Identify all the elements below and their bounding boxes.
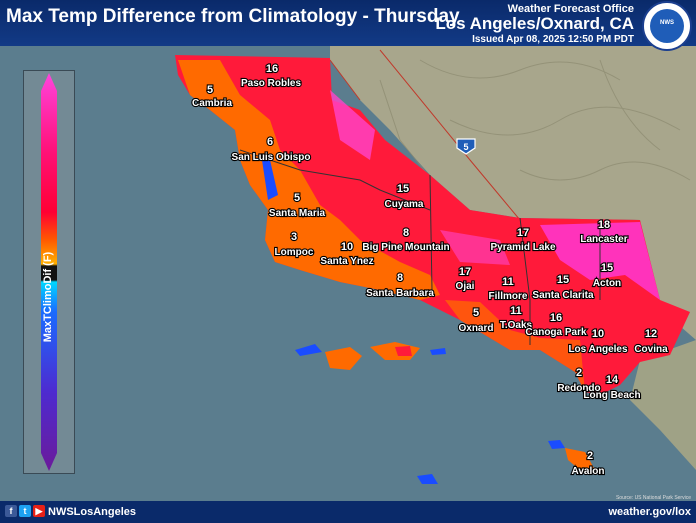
city-name: Cambria — [192, 98, 232, 109]
temp-diff-value: 8 — [403, 227, 409, 239]
header-bar: Max Temp Difference from Climatology - T… — [0, 0, 696, 51]
temp-diff-value: 2 — [576, 367, 582, 379]
city-name: Big Pine Mountain — [362, 242, 449, 253]
map-title: Max Temp Difference from Climatology - T… — [6, 6, 460, 27]
city-name: Covina — [634, 344, 668, 355]
temp-diff-value: 5 — [294, 192, 300, 204]
temp-diff-value: 10 — [592, 328, 604, 340]
temp-diff-value: 3 — [291, 231, 297, 243]
temp-diff-value: 15 — [557, 274, 569, 286]
city-name: Avalon — [572, 466, 605, 477]
city-name: Acton — [593, 278, 621, 289]
hot-spot-north — [330, 90, 375, 160]
hot-spot-mountains — [440, 230, 510, 265]
legend-colorbar — [41, 73, 57, 471]
city-name: Fillmore — [489, 291, 528, 302]
temp-diff-value: 11 — [502, 276, 514, 288]
temp-diff-value: 6 — [267, 136, 273, 148]
city-name: Long Beach — [583, 390, 640, 401]
color-legend: MaxTClimoDif (F) — [23, 70, 75, 474]
temp-diff-value: 16 — [550, 312, 562, 324]
twitter-icon[interactable]: t — [19, 505, 31, 517]
forecast-area — [175, 55, 690, 395]
coastal-band — [178, 60, 440, 300]
city-name: Santa Barbara — [366, 288, 434, 299]
city-name: Ojai — [456, 281, 475, 292]
svg-text:5: 5 — [463, 142, 468, 152]
coastal-band-east — [445, 300, 585, 392]
city-name: Lancaster — [580, 234, 627, 245]
footer-bar: f t ▶ NWSLosAngeles weather.gov/lox — [0, 501, 696, 523]
temp-diff-value: 15 — [601, 262, 613, 274]
city-name: Cuyama — [385, 199, 424, 210]
youtube-icon[interactable]: ▶ — [33, 505, 45, 517]
facebook-icon[interactable]: f — [5, 505, 17, 517]
city-name: Los Angeles — [568, 344, 628, 355]
city-name: Canoga Park — [525, 327, 587, 338]
temp-diff-value: 16 — [266, 63, 278, 75]
nws-logo: NWS — [642, 1, 692, 51]
city-name: San Luis Obispo — [232, 152, 311, 163]
office-label: Weather Forecast Office — [507, 3, 634, 15]
cool-coast — [262, 160, 278, 200]
website-link[interactable]: weather.gov/lox — [608, 506, 691, 518]
temp-diff-value: 17 — [517, 227, 529, 239]
forecast-map: 5 16 Paso Robles 5 Cambria 6 San Luis Obispo 1… — [0, 46, 696, 501]
temp-diff-value: 14 — [606, 374, 619, 386]
temp-diff-value: 18 — [598, 219, 610, 231]
social-handle[interactable]: NWSLosAngeles — [48, 506, 137, 518]
channel-islands — [295, 342, 595, 484]
source-credit: Source: US National Park Service — [615, 495, 691, 501]
temp-diff-value: 10 — [341, 241, 353, 253]
city-name: Pyramid Lake — [490, 242, 555, 253]
city-name: Santa Clarita — [532, 290, 594, 301]
city-name: T.Oaks — [500, 320, 533, 331]
temp-diff-value: 11 — [510, 305, 522, 317]
temp-diff-value: 5 — [207, 84, 213, 96]
temp-diff-value: 2 — [587, 450, 593, 462]
city-name: Paso Robles — [241, 78, 301, 89]
temp-diff-value: 8 — [397, 272, 403, 284]
highways — [329, 49, 521, 221]
temp-diff-value: 12 — [645, 328, 657, 340]
temp-diff-value: 17 — [459, 266, 471, 278]
city-name: Santa Ynez — [320, 256, 373, 267]
interstate-shield: 5 — [456, 138, 476, 155]
city-name: Lompoc — [275, 247, 314, 258]
city-name: Santa Maria — [269, 208, 326, 219]
legend-label: MaxTClimoDif (F) — [42, 251, 54, 343]
temp-diff-value: 15 — [397, 183, 409, 195]
terrain-land — [330, 46, 696, 340]
temp-diff-value: 5 — [473, 307, 479, 319]
issued-timestamp: Issued Apr 08, 2025 12:50 PM PDT — [472, 34, 634, 45]
terrain-land-south — [630, 340, 696, 470]
city-name: Redondo — [557, 383, 600, 394]
city-name: Oxnard — [458, 323, 493, 334]
office-location: Los Angeles/Oxnard, CA — [435, 14, 634, 33]
social-icons: f t ▶ — [5, 505, 45, 517]
county-lines — [239, 149, 601, 345]
city-labels: 16 Paso Robles 5 Cambria 6 San Luis Obispo 15 C… — [191, 62, 669, 478]
